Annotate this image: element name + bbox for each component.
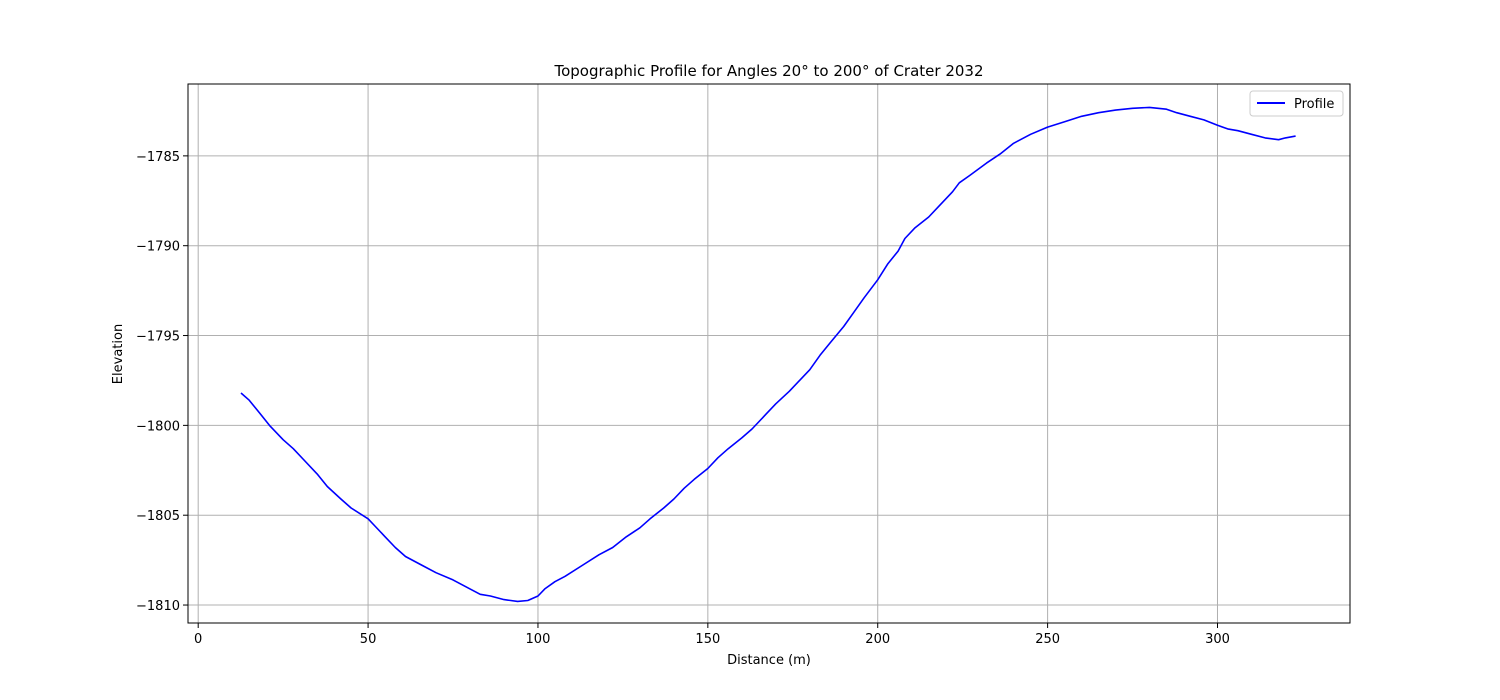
x-tick-label: 200: [865, 632, 890, 647]
y-tick-label: −1785: [136, 150, 180, 165]
ticks: 0 50 100 150 200 250 300 −1810 −1805 −1800 −1795 −1…: [136, 150, 1230, 647]
plot-frame: [187, 83, 1351, 624]
y-tick-label: −1805: [136, 509, 180, 524]
y-tick-label: −1810: [136, 599, 180, 614]
y-axis-label: Elevation: [111, 324, 126, 384]
series-line-profile: [240, 106, 1296, 603]
x-tick-label: 250: [1035, 632, 1060, 647]
x-tick-label: 0: [194, 632, 202, 647]
x-tick-label: 300: [1205, 632, 1230, 647]
x-tick-label: 50: [360, 632, 377, 647]
x-tick-label: 150: [695, 632, 720, 647]
legend: Profile: [1249, 90, 1344, 117]
y-tick-label: −1800: [136, 419, 180, 434]
chart-title: Topographic Profile for Angles 20° to 20…: [553, 62, 983, 80]
series-layer: [240, 106, 1296, 603]
x-tick-label: 100: [526, 632, 551, 647]
legend-box: [1249, 90, 1344, 117]
legend-label-profile: Profile: [1294, 97, 1334, 112]
y-tick-label: −1795: [136, 330, 180, 345]
x-axis-label: Distance (m): [727, 653, 811, 668]
y-tick-label: −1790: [136, 240, 180, 255]
grid: [188, 84, 1350, 623]
